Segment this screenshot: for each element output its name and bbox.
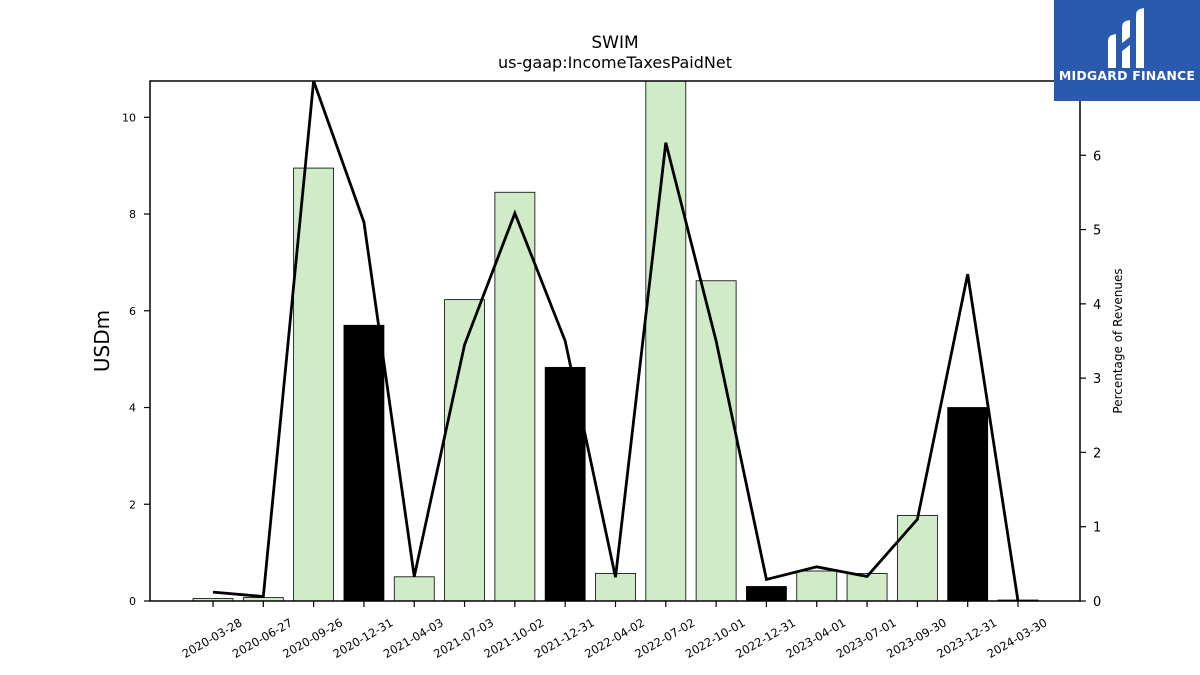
y2-tick-label: 0: [1093, 595, 1101, 610]
bar: [896, 514, 938, 602]
y2-tick-label: 6: [1093, 149, 1101, 164]
y-tick-label: 2: [129, 498, 136, 511]
y-tick-label: 0: [129, 595, 136, 608]
y2-tick-label: 3: [1093, 372, 1101, 387]
logo: MIDGARD FINANCE: [1054, 0, 1200, 101]
y2-tick-label: 2: [1093, 446, 1101, 461]
chart-subtitle: us-gaap:IncomeTaxesPaidNet: [498, 53, 732, 72]
bar: [645, 80, 687, 602]
bar: [293, 167, 335, 602]
y2-tick-label: 5: [1093, 224, 1101, 239]
y-axis-label: USDm: [90, 310, 114, 372]
bar: [746, 586, 787, 602]
logo-text: MIDGARD FINANCE: [1058, 68, 1196, 83]
y-tick-label: 8: [129, 208, 136, 221]
bar: [393, 576, 435, 602]
y2-axis-label: Percentage of Revenues: [1111, 268, 1125, 413]
chart-title: SWIM: [591, 33, 638, 53]
bar: [796, 570, 838, 602]
y-tick-label: 10: [122, 111, 136, 124]
line-layer: [212, 80, 1020, 602]
bar: [494, 191, 536, 602]
bars-layer: [192, 80, 1039, 602]
bar: [595, 573, 636, 602]
y-tick-label: 4: [129, 402, 136, 415]
revenue-percentage-line: [212, 80, 1020, 602]
bar: [947, 407, 989, 602]
logo-mark-icon: [1108, 8, 1144, 68]
bar: [695, 280, 737, 602]
y-tick-label: 6: [129, 305, 136, 318]
y2-tick-label: 4: [1093, 298, 1101, 313]
y2-tick-label: 1: [1093, 521, 1101, 536]
bar: [343, 324, 385, 602]
